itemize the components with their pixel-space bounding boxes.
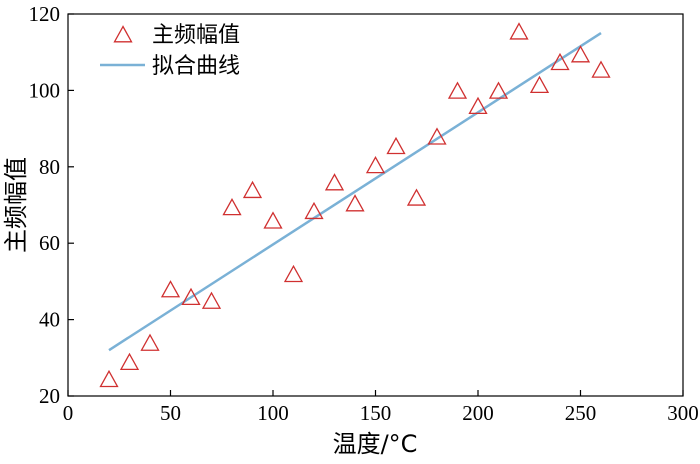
data-point — [160, 280, 181, 298]
data-point — [386, 136, 406, 155]
data-point — [365, 155, 386, 174]
y-tick-label: 40 — [39, 308, 60, 332]
data-point — [201, 291, 222, 309]
legend-label-fit: 拟合曲线 — [152, 54, 240, 79]
data-point — [283, 264, 304, 283]
x-tick-label: 0 — [63, 401, 74, 425]
x-axis-label: 温度/°C — [333, 430, 418, 458]
x-tick-label: 150 — [360, 401, 392, 425]
fit-line — [108, 32, 602, 352]
x-tick-label: 300 — [667, 401, 699, 425]
data-point — [345, 194, 365, 212]
data-point — [529, 75, 550, 94]
x-tick-label: 100 — [257, 401, 289, 425]
data-point — [406, 188, 427, 206]
y-tick-label: 80 — [39, 155, 60, 179]
data-point — [427, 127, 447, 145]
data-point — [99, 369, 119, 388]
data-point — [263, 211, 283, 229]
data-point — [304, 201, 324, 220]
data-point — [550, 52, 570, 71]
data-point — [222, 197, 242, 216]
legend: 主频幅值 拟合曲线 — [100, 23, 240, 79]
axis-ticks: 0 50 100 150 200 250 300 20 40 60 80 100 120 — [29, 2, 699, 425]
data-point — [181, 287, 201, 306]
data-point — [591, 60, 611, 78]
data-point — [242, 180, 263, 199]
y-tick-label: 100 — [29, 78, 61, 102]
legend-marker-triangle — [113, 25, 133, 43]
y-tick-label: 120 — [29, 2, 61, 26]
data-point — [324, 173, 345, 191]
y-axis-label: 主频幅值 — [2, 157, 30, 253]
data-point — [468, 96, 488, 115]
data-point — [119, 352, 140, 370]
x-tick-label: 50 — [160, 401, 181, 425]
data-point — [447, 81, 468, 99]
y-tick-label: 60 — [39, 231, 60, 255]
x-tick-label: 200 — [462, 401, 494, 425]
x-tick-label: 250 — [565, 401, 597, 425]
fit-line-group — [108, 32, 602, 352]
data-point — [509, 22, 529, 40]
data-point — [570, 45, 591, 63]
legend-label-points: 主频幅值 — [152, 23, 240, 48]
y-tick-label: 20 — [39, 384, 60, 408]
data-point — [488, 81, 509, 99]
data-point — [140, 333, 160, 351]
data-points — [99, 22, 611, 388]
legend-triangle-icon — [113, 25, 133, 43]
